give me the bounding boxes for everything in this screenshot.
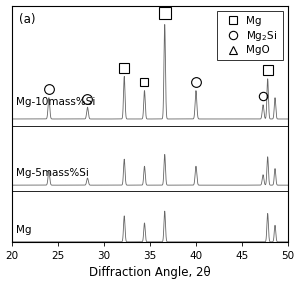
Text: (a): (a) [19, 13, 35, 26]
Legend: Mg, Mg$_2$Si, MgO: Mg, Mg$_2$Si, MgO [217, 11, 283, 60]
Text: Mg: Mg [16, 225, 31, 235]
Text: Mg-10mass%Si: Mg-10mass%Si [16, 97, 95, 107]
Text: Mg-5mass%Si: Mg-5mass%Si [16, 168, 89, 178]
X-axis label: Diffraction Angle, 2θ: Diffraction Angle, 2θ [89, 266, 211, 280]
